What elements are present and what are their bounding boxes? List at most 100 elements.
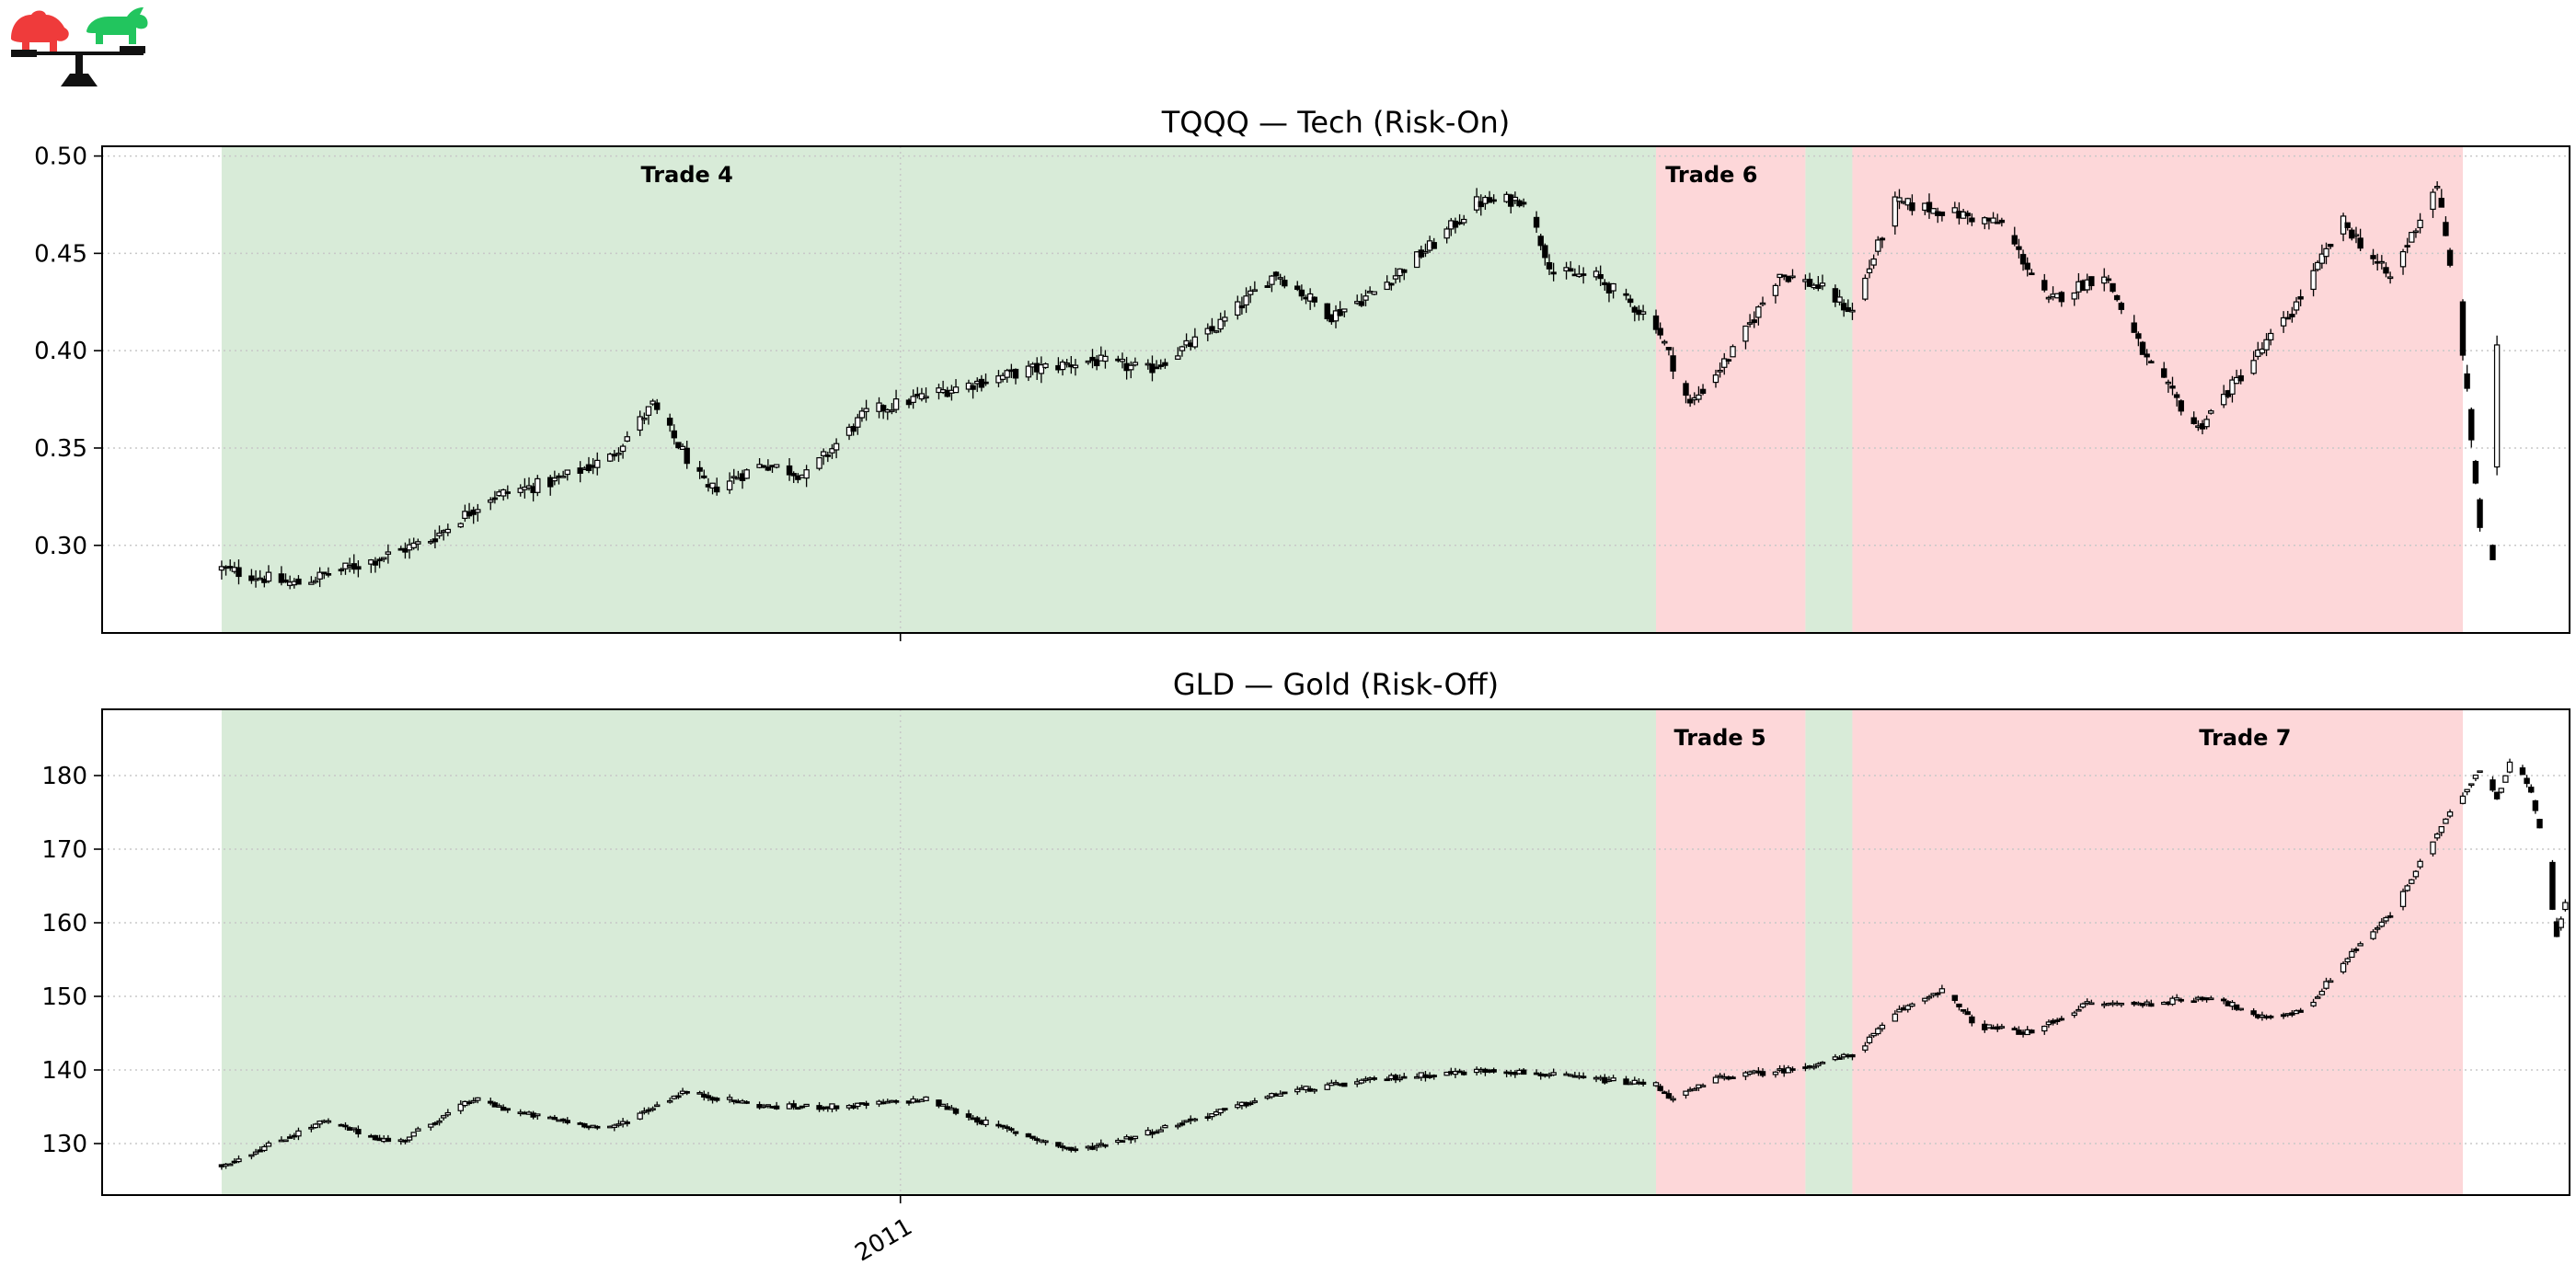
candle xyxy=(1926,995,1933,1001)
candle xyxy=(1012,368,1019,385)
candle xyxy=(2131,315,2137,333)
candle-body xyxy=(1742,325,1749,342)
candle-body xyxy=(1520,1069,1527,1075)
candle xyxy=(2409,879,2415,885)
candle xyxy=(2490,544,2496,560)
candle xyxy=(376,557,383,569)
candle xyxy=(282,1139,289,1143)
candle-body xyxy=(2472,774,2479,779)
candle xyxy=(2374,925,2381,934)
candle xyxy=(2016,238,2022,259)
candle xyxy=(829,443,835,459)
candle xyxy=(1128,361,1134,379)
candle-body xyxy=(1662,1091,1668,1095)
candle-body xyxy=(2113,294,2121,301)
candle-body xyxy=(2310,1001,2317,1006)
candle xyxy=(1431,1074,1437,1080)
candle-body xyxy=(227,1163,234,1167)
candle xyxy=(1593,267,1600,281)
candle-body xyxy=(252,1151,259,1155)
candle-body xyxy=(2259,348,2266,354)
candle xyxy=(1670,347,1676,380)
candle-body xyxy=(1533,216,1540,228)
candle-body xyxy=(415,541,421,545)
candle-body xyxy=(385,1137,392,1143)
candle-body xyxy=(1132,362,1139,366)
candle xyxy=(488,497,494,511)
candle xyxy=(2076,1006,2082,1012)
candle-body xyxy=(2477,770,2483,774)
candle xyxy=(1358,293,1365,307)
candle-body xyxy=(1845,306,1852,313)
candle xyxy=(1533,211,1540,234)
candle-body xyxy=(1217,318,1224,330)
candle-body xyxy=(491,1102,499,1108)
candle xyxy=(2378,255,2386,270)
candle xyxy=(1896,189,1903,210)
candle xyxy=(1093,1143,1100,1152)
candle xyxy=(983,373,989,386)
candle-body xyxy=(2536,819,2543,829)
candle-body xyxy=(2412,870,2420,878)
plot-frame xyxy=(101,145,2570,634)
candle xyxy=(2446,809,2454,819)
candle-body xyxy=(1209,326,1215,332)
candle xyxy=(2079,1002,2087,1009)
bear-icon xyxy=(11,10,69,52)
candle-body xyxy=(2459,795,2467,804)
y-tick-label: 180 xyxy=(41,763,87,790)
candle-body xyxy=(2430,191,2436,211)
candle-body xyxy=(803,1103,810,1107)
candle-body xyxy=(1324,303,1330,320)
y-tick-label: 0.40 xyxy=(34,338,87,365)
candle-body xyxy=(436,1120,443,1123)
candle-body xyxy=(1930,208,1937,214)
candle-body xyxy=(2459,301,2467,356)
candle xyxy=(641,1107,648,1115)
candle-body xyxy=(1550,271,1557,275)
candle xyxy=(1264,1095,1271,1100)
candle-body xyxy=(1093,1144,1100,1148)
candle xyxy=(1277,273,1283,285)
candle xyxy=(265,565,272,583)
candle xyxy=(1597,265,1604,286)
candle xyxy=(1282,275,1288,289)
candle-body xyxy=(2250,360,2257,374)
candle-body xyxy=(974,1117,981,1123)
candle-body xyxy=(1072,364,1079,369)
candle-body xyxy=(1132,1135,1139,1140)
candle-body xyxy=(308,581,315,585)
candle xyxy=(726,1094,733,1103)
candle-body xyxy=(295,1130,302,1137)
candle-body xyxy=(2493,344,2501,468)
candle xyxy=(761,465,767,469)
candle xyxy=(2493,335,2501,476)
candle xyxy=(1191,1117,1199,1122)
candle-body xyxy=(236,1158,242,1163)
candle xyxy=(1985,1024,1993,1029)
candle xyxy=(654,398,661,414)
candle-body xyxy=(491,497,499,500)
candle-body xyxy=(236,567,242,578)
candle xyxy=(1652,309,1660,334)
candle xyxy=(372,557,379,573)
candle-body xyxy=(1670,1098,1676,1101)
candle-body xyxy=(675,442,682,449)
candle-body xyxy=(1610,1077,1616,1082)
candle-body xyxy=(850,1105,857,1109)
candle xyxy=(517,484,523,497)
candle-body xyxy=(833,1105,840,1110)
candle-body xyxy=(2071,292,2077,300)
candle-body xyxy=(1926,995,1933,999)
candle xyxy=(1490,194,1497,204)
candle-body xyxy=(684,1091,690,1094)
candle xyxy=(1235,1100,1241,1110)
candle xyxy=(1879,1022,1886,1032)
candle xyxy=(1815,276,1822,292)
candle xyxy=(2438,189,2444,208)
candle-body xyxy=(2263,339,2270,351)
candle-body xyxy=(1998,219,2006,224)
candle-body xyxy=(282,579,289,583)
candle xyxy=(1059,359,1066,376)
candle-body xyxy=(1371,1077,1377,1080)
